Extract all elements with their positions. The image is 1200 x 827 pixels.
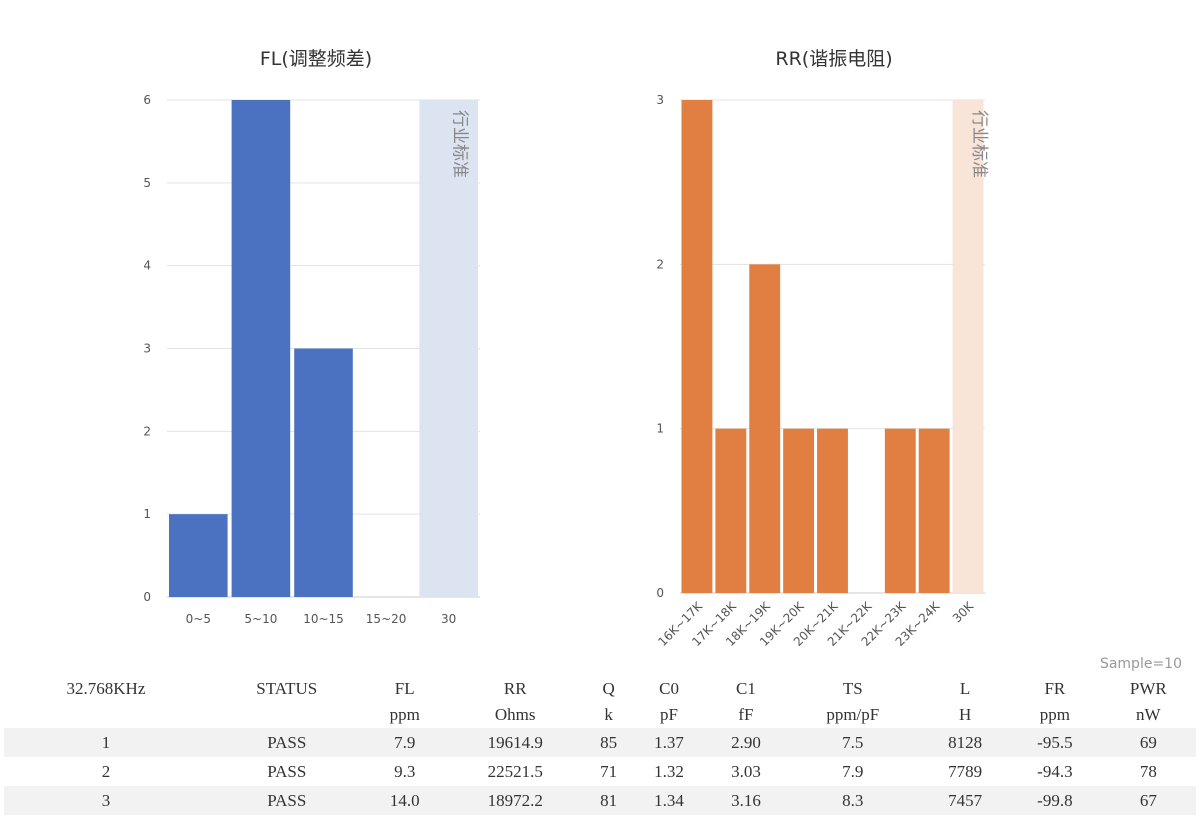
industry-standard-band [419,100,478,597]
table-cell: 85 [586,728,631,757]
chart-title: FL(调整频差) [260,48,372,70]
chart-title: RR(谐振电阻) [775,48,892,70]
bar [918,428,950,593]
table-cell: 22521.5 [487,761,543,781]
table-cell: 19614.9 [443,728,587,757]
bar [884,428,916,593]
table-cell: 78 [1139,761,1157,781]
table-cell: 7457 [921,786,1010,815]
table-cell: Ohms [494,705,536,724]
industry-standard-band [952,100,984,593]
table-cell: pF [660,705,679,724]
y-tick-label: 6 [143,93,151,107]
table-cell: 71 [600,761,618,781]
y-tick-label: 2 [143,424,151,438]
table-cell: -94.3 [1037,761,1073,781]
table-cell: RR [503,679,527,698]
table-cell: fF [738,705,754,724]
table-cell: Q [602,679,615,698]
table-cell: PASS [207,786,366,815]
table-cell: 32.768KHz [66,679,146,698]
industry-standard-label: 行业标准 [450,110,470,178]
table-cell: -95.5 [1009,728,1101,757]
table-cell [4,702,208,728]
table-cell: PWR [1129,679,1167,698]
table-cell: 7.5 [784,728,922,757]
table-cell [208,702,366,728]
table-cell: FR [1044,679,1066,698]
table-cell: 3.16 [707,786,785,815]
table-row: 2 PASS 9.3 22521.5 71 1.32 3.03 7.9 7789 -94.3 78 [4,757,1196,786]
bar [169,514,228,597]
bar [715,428,747,593]
y-tick-label: 4 [143,259,151,273]
table-cell: 1.32 [654,761,684,781]
sample-count: Sample=10 [1099,656,1182,672]
bar [681,100,713,593]
table-cell: C0 [659,679,679,698]
table-cell: 69 [1100,728,1196,757]
bar [783,428,815,593]
table-cell: 1 [4,728,208,757]
x-tick-label: 30 [441,612,456,626]
table-cell: H [958,705,972,724]
table-cell: k [604,705,613,724]
table-cell: nW [1136,705,1161,724]
table-cell: 8128 [921,728,1010,757]
bar [749,264,781,593]
table-cell: 18972.2 [443,786,587,815]
y-tick-label: 0 [656,586,664,600]
table-cell: 81 [586,786,631,815]
y-tick-label: 1 [656,422,664,436]
table-cell: 7.9 [842,761,864,781]
y-tick-label: 3 [143,342,151,356]
table-cell: ppm/pF [826,705,880,724]
table-cell: FL [394,679,415,698]
table-cell: ppm [389,705,420,724]
table-cell: C1 [736,679,756,698]
table-cell: 3.03 [731,761,761,781]
table-cell: -99.8 [1009,786,1101,815]
x-tick-label: 15~20 [366,612,407,626]
table-cell: TS [842,679,863,698]
x-tick-label: 5~10 [244,612,277,626]
y-tick-label: 3 [656,93,664,107]
table-row: 1 PASS 7.9 19614.9 85 1.37 2.90 7.5 8128 -95.5 69 [4,728,1196,757]
table-header-row: 32.768KHz STATUS FL RR Q C0 C1 TS L FR PWR [4,676,1196,702]
table-cell: PASS [207,728,366,757]
bar [231,100,291,597]
y-tick-label: 0 [143,590,151,604]
industry-standard-label: 行业标准 [969,110,989,178]
table-cell: 1.37 [630,728,708,757]
table-cell: 3 [4,786,208,815]
x-tick-label: 0~5 [186,612,211,626]
y-tick-label: 2 [656,257,664,271]
table-cell: STATUS [256,679,318,698]
table-cell: 9.3 [394,761,416,781]
results-table: 32.768KHz STATUS FL RR Q C0 C1 TS L FR PWR ppm Ohms k… [4,676,1196,815]
table-cell: 14.0 [365,786,444,815]
x-tick-label: 30K [950,598,977,625]
table-cell: ppm [1039,705,1070,724]
table-cell: 67 [1100,786,1196,815]
table-cell: PASS [267,761,307,781]
table-cell: 1.34 [630,786,708,815]
table-cell: 2.90 [707,728,785,757]
bar [294,348,353,597]
y-tick-label: 1 [143,507,151,521]
table-cell: 7.9 [365,728,444,757]
table-cell: 7789 [948,761,983,781]
table-cell: L [959,679,971,698]
table-cell: 8.3 [784,786,922,815]
bar [817,428,848,593]
y-tick-label: 5 [143,176,151,190]
table-cell: 2 [101,761,111,781]
x-tick-label: 10~15 [303,612,344,626]
table-row: 3 PASS 14.0 18972.2 81 1.34 3.16 8.3 7457 -99.8 67 [4,786,1196,815]
